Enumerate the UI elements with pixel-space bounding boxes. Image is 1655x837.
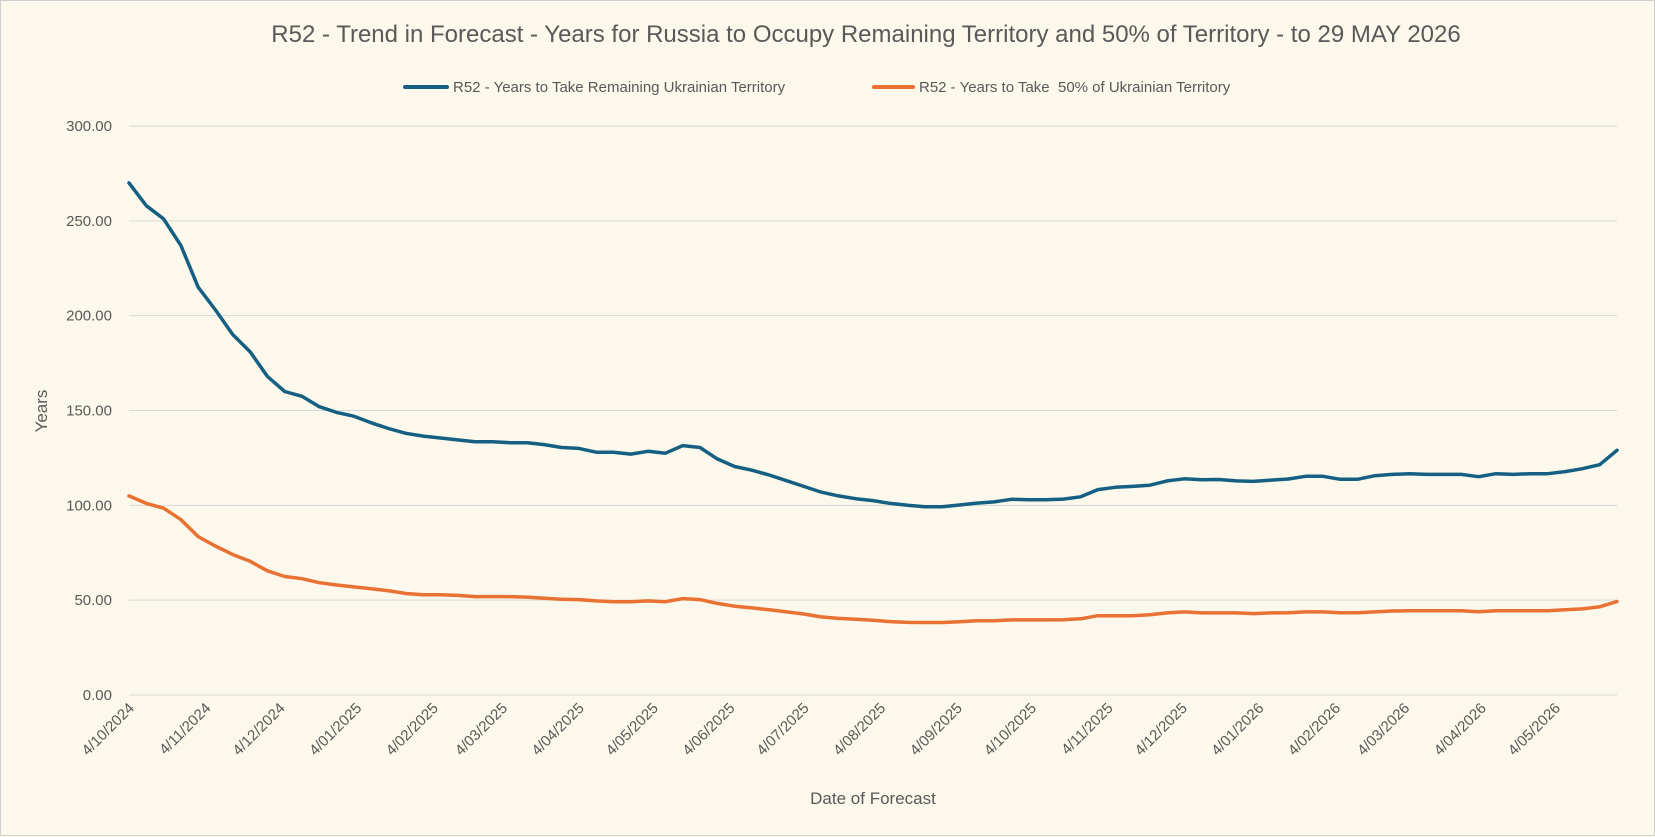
- series-line-fifty-percent-territory: [127, 494, 1619, 625]
- y-tick-label: 250.00: [66, 213, 112, 230]
- x-tick-label: 4/10/2025: [981, 700, 1040, 759]
- x-tick-label: 4/11/2025: [1058, 700, 1116, 758]
- x-tick-label: 4/07/2025: [753, 700, 812, 759]
- x-tick-label: 4/01/2025: [306, 700, 365, 759]
- x-tick-label: 4/01/2026: [1208, 700, 1267, 759]
- y-tick-label: 200.00: [66, 308, 112, 325]
- x-tick-label: 4/05/2025: [603, 700, 662, 759]
- y-tick-label: 100.00: [66, 497, 112, 514]
- x-tick-label: 4/04/2026: [1431, 700, 1490, 759]
- x-tick-label: 4/02/2026: [1285, 700, 1344, 759]
- y-axis-label: Years: [32, 390, 51, 433]
- x-tick-label: 4/06/2025: [679, 700, 738, 759]
- legend: R52 - Years to Take Remaining Ukrainian …: [403, 79, 1231, 96]
- x-tick-label: 4/12/2025: [1132, 700, 1191, 759]
- x-axis-ticks: 4/10/2024 4/11/2024 4/12/2024 4/01/2025 4/02…: [79, 700, 1564, 759]
- y-tick-label: 300.00: [66, 118, 112, 135]
- x-tick-label: 4/02/2025: [383, 700, 442, 759]
- x-tick-label: 4/03/2026: [1354, 700, 1413, 759]
- series-lines: [127, 181, 1619, 625]
- x-tick-label: 4/03/2025: [452, 700, 511, 759]
- gridlines: [129, 125, 1617, 696]
- y-tick-label: 50.00: [74, 592, 112, 609]
- x-tick-label: 4/05/2026: [1505, 700, 1564, 759]
- legend-label-remaining: R52 - Years to Take Remaining Ukrainian …: [453, 79, 786, 96]
- y-tick-label: 150.00: [66, 403, 112, 420]
- y-tick-label: 0.00: [83, 687, 112, 704]
- x-tick-label: 4/08/2025: [830, 700, 889, 759]
- chart-title: R52 - Trend in Forecast - Years for Russ…: [271, 21, 1460, 48]
- x-tick-label: 4/10/2024: [79, 700, 138, 759]
- x-axis-label: Date of Forecast: [810, 789, 936, 808]
- x-tick-label: 4/12/2024: [229, 700, 288, 759]
- x-tick-label: 4/09/2025: [907, 700, 966, 759]
- x-tick-label: 4/04/2025: [528, 700, 587, 759]
- legend-label-fifty-percent: R52 - Years to Take 50% of Ukrainian Ter…: [919, 79, 1231, 96]
- x-tick-label: 4/11/2024: [156, 700, 214, 758]
- series-line-remaining-territory: [127, 181, 1619, 509]
- y-axis-ticks: 0.00 50.00 100.00 150.00 200.00 250.00 300.00: [66, 118, 112, 704]
